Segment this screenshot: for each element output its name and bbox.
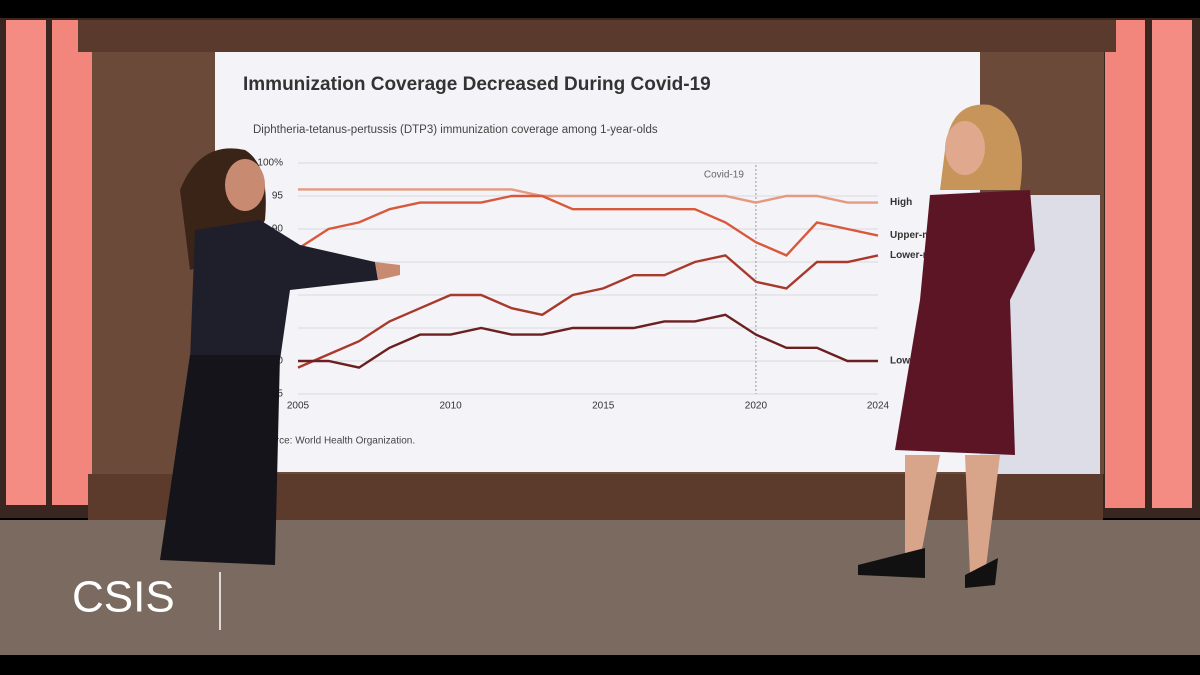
- presenter-right: [858, 104, 1035, 588]
- series-label: Upper-middle: [890, 230, 955, 241]
- x-tick-label: 2015: [592, 401, 615, 412]
- letterbox: [0, 655, 1200, 675]
- chart-source: Source: World Health Organization.: [258, 436, 415, 447]
- light-panel: [1105, 20, 1145, 508]
- y-tick-label: 95: [272, 191, 284, 202]
- x-tick-label: 2020: [745, 401, 768, 412]
- chart: Immunization Coverage Decreased During C…: [243, 74, 955, 447]
- y-tick-label: 90: [272, 224, 284, 235]
- light-panel: [52, 20, 92, 505]
- x-tick-label: 2005: [287, 401, 310, 412]
- chart-title: Immunization Coverage Decreased During C…: [243, 74, 711, 95]
- presenter-left: [160, 148, 400, 565]
- x-tick-label: 2024: [867, 401, 890, 412]
- series-label: Low: [890, 356, 910, 367]
- light-panel: [1152, 20, 1192, 508]
- chart-subtitle: Diphtheria-tetanus-pertussis (DTP3) immu…: [253, 124, 658, 136]
- series-line: [298, 313, 878, 369]
- wood-header: [78, 20, 1116, 52]
- logo: CSIS: [72, 573, 175, 622]
- light-panel: [6, 20, 46, 505]
- y-tick-label: 100%: [257, 158, 283, 169]
- annotation: Covid-19: [704, 170, 744, 181]
- x-tick-label: 2010: [440, 401, 463, 412]
- series-line: [297, 194, 879, 257]
- series-line: [297, 254, 879, 369]
- series-label: High: [890, 197, 912, 208]
- series-label: Lower-middle: [890, 250, 955, 261]
- series-line: [298, 188, 878, 204]
